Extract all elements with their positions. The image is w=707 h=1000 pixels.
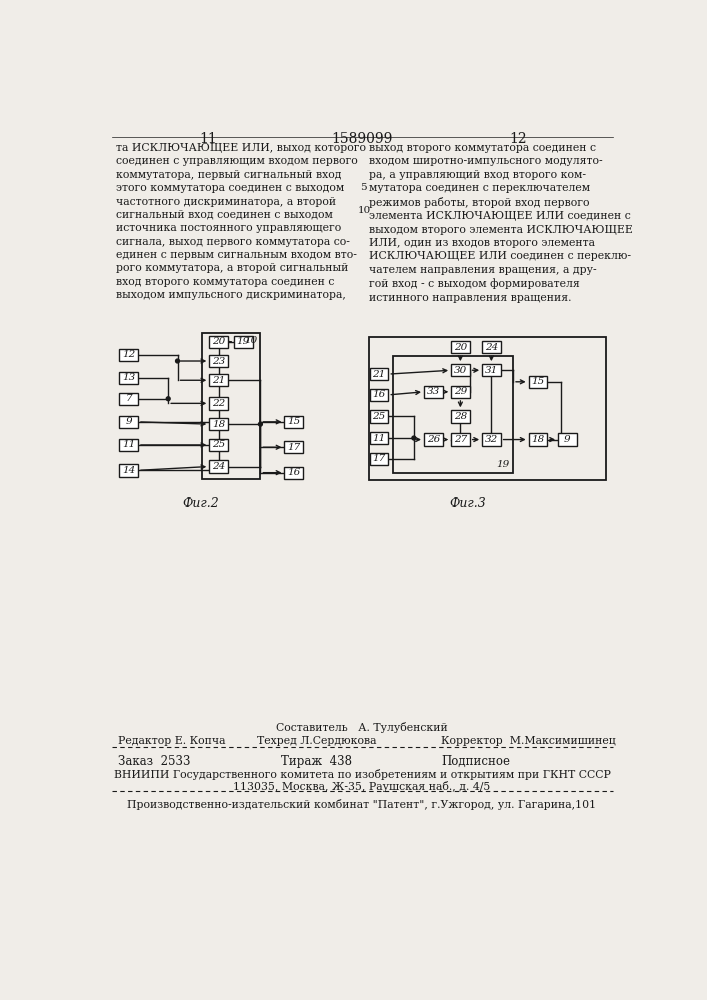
Bar [119, 349, 138, 361]
Text: 24: 24 [485, 343, 498, 352]
Bar [234, 336, 252, 348]
Text: 31: 31 [485, 366, 498, 375]
Bar [119, 439, 138, 451]
Bar [370, 368, 388, 380]
Bar [284, 416, 303, 428]
Bar [451, 386, 469, 398]
Text: 11: 11 [373, 434, 385, 443]
Circle shape [166, 397, 170, 401]
Text: 11: 11 [199, 132, 217, 146]
Text: 26: 26 [426, 435, 440, 444]
Text: Тираж  438: Тираж 438 [281, 755, 351, 768]
Text: 7: 7 [125, 394, 132, 403]
Text: 113035, Москва, Ж-35, Раушская наб., д. 4/5: 113035, Москва, Ж-35, Раушская наб., д. … [233, 781, 491, 792]
Bar [209, 460, 228, 473]
Bar [451, 433, 469, 446]
Bar [482, 433, 501, 446]
Bar [209, 439, 228, 451]
Bar [482, 364, 501, 376]
Text: 29: 29 [454, 387, 467, 396]
Text: 11: 11 [122, 440, 135, 449]
Text: 25: 25 [212, 440, 226, 449]
Text: 24: 24 [212, 462, 226, 471]
Text: 17: 17 [373, 454, 385, 463]
Text: ВНИИПИ Государственного комитета по изобретениям и открытиям при ГКНТ СССР: ВНИИПИ Государственного комитета по изоб… [114, 769, 610, 780]
Text: 17: 17 [287, 443, 300, 452]
Text: Подписное: Подписное [441, 755, 510, 768]
Text: 20: 20 [212, 337, 226, 346]
Text: 10: 10 [244, 336, 257, 345]
Bar [451, 410, 469, 423]
Text: Фиг.2: Фиг.2 [182, 497, 219, 510]
Text: 1589099: 1589099 [332, 132, 392, 146]
Text: 16: 16 [373, 390, 385, 399]
Bar [529, 376, 547, 388]
Text: 15: 15 [531, 377, 544, 386]
Text: 9: 9 [125, 417, 132, 426]
Bar [451, 341, 469, 353]
Bar [119, 464, 138, 477]
Text: та ИСКЛЮЧАЮЩЕЕ ИЛИ, выход которого
соединен с управляющим входом первого
коммута: та ИСКЛЮЧАЮЩЕЕ ИЛИ, выход которого соеди… [115, 143, 366, 300]
Text: 21: 21 [212, 376, 226, 385]
Bar [209, 336, 228, 348]
Text: 33: 33 [426, 387, 440, 396]
Bar [529, 433, 547, 446]
Bar [209, 397, 228, 410]
Text: 19: 19 [496, 460, 509, 469]
Bar [209, 374, 228, 386]
Bar [209, 418, 228, 430]
Bar [424, 386, 443, 398]
Circle shape [412, 436, 416, 440]
Bar [424, 433, 443, 446]
Bar [482, 341, 501, 353]
Circle shape [175, 359, 180, 363]
Text: Производственно-издательский комбинат "Патент", г.Ужгород, ул. Гагарина,101: Производственно-издательский комбинат "П… [127, 799, 597, 810]
Bar [369, 337, 606, 480]
Text: 19: 19 [237, 337, 250, 346]
Bar [558, 433, 577, 446]
Text: 12: 12 [122, 350, 135, 359]
Bar [370, 432, 388, 444]
Text: 22: 22 [212, 399, 226, 408]
Circle shape [259, 422, 262, 426]
Bar [284, 466, 303, 479]
Text: 12: 12 [510, 132, 527, 146]
Text: Корректор  М.Максимишинец: Корректор М.Максимишинец [441, 736, 616, 746]
Text: 30: 30 [454, 366, 467, 375]
Text: 27: 27 [454, 435, 467, 444]
Text: 10: 10 [358, 206, 371, 215]
Bar [370, 389, 388, 401]
Text: выход второго коммутатора соединен с
входом широтно-импульсного модулято-
ра, а : выход второго коммутатора соединен с вхо… [369, 143, 633, 303]
Text: Техред Л.Сердюкова: Техред Л.Сердюкова [257, 736, 377, 746]
Bar [370, 410, 388, 423]
Text: 16: 16 [287, 468, 300, 477]
Text: 23: 23 [212, 357, 226, 366]
Text: Фиг.3: Фиг.3 [450, 497, 486, 510]
Text: 9: 9 [564, 435, 571, 444]
Bar [284, 441, 303, 453]
Bar [451, 364, 469, 376]
Bar [119, 393, 138, 405]
Text: 18: 18 [531, 435, 544, 444]
Text: 18: 18 [212, 420, 226, 429]
Bar [202, 333, 260, 479]
Bar [119, 372, 138, 384]
Text: 13: 13 [122, 373, 135, 382]
Bar [370, 453, 388, 465]
Text: Заказ  2533: Заказ 2533 [118, 755, 190, 768]
Text: 21: 21 [373, 370, 385, 379]
Bar [119, 416, 138, 428]
Text: Редактор Е. Копча: Редактор Е. Копча [118, 736, 226, 746]
Text: 14: 14 [122, 466, 135, 475]
Bar [209, 355, 228, 367]
Text: 28: 28 [454, 412, 467, 421]
Text: 20: 20 [454, 343, 467, 352]
Bar [393, 356, 513, 473]
Text: 5: 5 [360, 183, 366, 192]
Text: Составитель   А. Тулубенский: Составитель А. Тулубенский [276, 722, 448, 733]
Text: 32: 32 [485, 435, 498, 444]
Text: 15: 15 [287, 417, 300, 426]
Text: 25: 25 [373, 412, 385, 421]
